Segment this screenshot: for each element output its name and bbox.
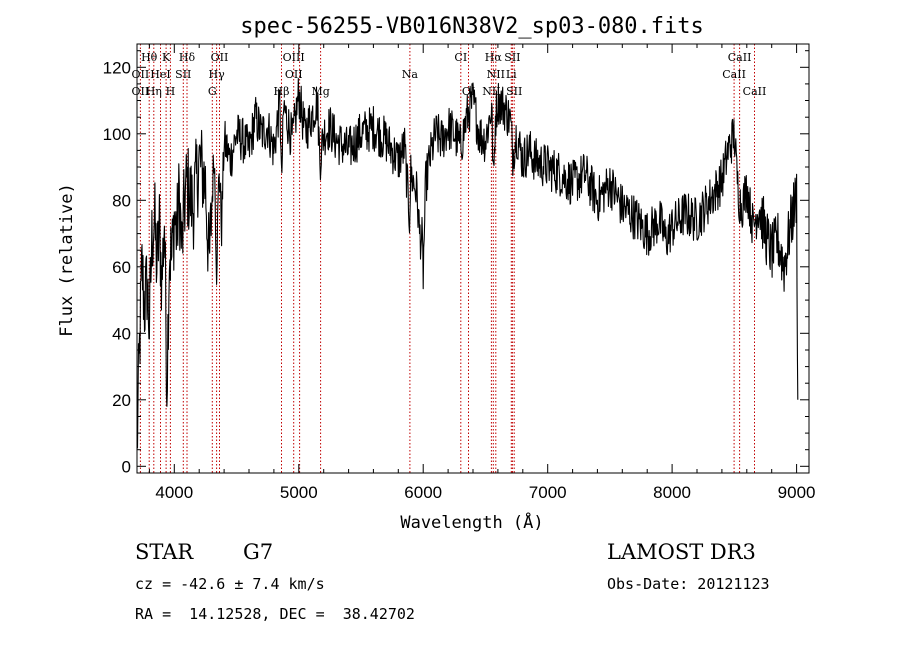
annotation-label: Hη [146, 85, 162, 98]
annotation-label: CaII [722, 68, 746, 81]
annotation-label: SII [175, 68, 191, 81]
annotation-label: CI [454, 51, 467, 64]
axis-ticks: 4000 5000 6000 7000 8000 9000 0 20 40 60 80 100 120 [103, 44, 816, 502]
x-tick-label: 8000 [653, 483, 691, 502]
annotation-label: SII [504, 51, 520, 64]
spectrum-layer [136, 77, 799, 449]
annotation-label: G [208, 85, 217, 98]
annotation-label: HeI [150, 68, 170, 81]
annotation-label: SII [506, 85, 522, 98]
annotation-label: OII [132, 85, 150, 98]
annotation-label: Mg [311, 85, 329, 98]
y-tick-label: 80 [112, 191, 131, 210]
object-class: STAR [135, 540, 194, 564]
annotation-label: K [162, 51, 171, 64]
y-tick-label: 0 [122, 457, 131, 476]
annotation-label: Hγ [209, 68, 226, 81]
annotation-label: OII [285, 68, 303, 81]
annotation-label: Hβ [274, 85, 290, 98]
x-tick-label: 9000 [778, 483, 816, 502]
object-subclass: G7 [243, 540, 274, 564]
annotation-label: Hα [485, 51, 503, 64]
y-tick-label: 60 [112, 258, 131, 277]
y-tick-label: 120 [103, 58, 131, 77]
annotation-label: Hδ [179, 51, 196, 64]
x-tick-label: 4000 [155, 483, 193, 502]
annotation-label: NII [487, 68, 505, 81]
annotation-label: OI [462, 85, 475, 98]
y-axis-label: Flux (relative) [57, 183, 77, 337]
annotation-label: CaII [743, 85, 767, 98]
annotation-label: OII [211, 51, 229, 64]
y-tick-label: 100 [103, 125, 131, 144]
redshift-text: cz = -42.6 ± 7.4 km/s [135, 575, 325, 593]
annotation-label: H [166, 85, 176, 98]
x-tick-label: 6000 [404, 483, 442, 502]
plot-frame [136, 43, 810, 474]
annotation-label: Li [506, 68, 517, 81]
y-tick-label: 40 [112, 324, 131, 343]
coordinates-text: RA = 14.12528, DEC = 38.42702 [135, 605, 415, 623]
annotation-label: OII [132, 68, 150, 81]
x-tick-label: 5000 [280, 483, 318, 502]
annotation-label: NII [482, 85, 500, 98]
line-markers [139, 44, 755, 473]
annotation-label: OIII [283, 51, 305, 64]
x-tick-label: 7000 [529, 483, 567, 502]
obs-date-text: Obs-Date: 20121123 [607, 575, 770, 593]
annotation-label: CaII [728, 51, 752, 64]
annotation-label: Na [402, 68, 419, 81]
chart-title: spec-56255-VB016N38V2_sp03-080.fits [240, 14, 704, 39]
x-axis-label: Wavelength (Å) [400, 511, 543, 533]
y-tick-label: 20 [112, 391, 131, 410]
spectrum-line [136, 77, 799, 449]
survey-name: LAMOST DR3 [607, 540, 756, 564]
annotation-label: Hθ [141, 51, 158, 64]
